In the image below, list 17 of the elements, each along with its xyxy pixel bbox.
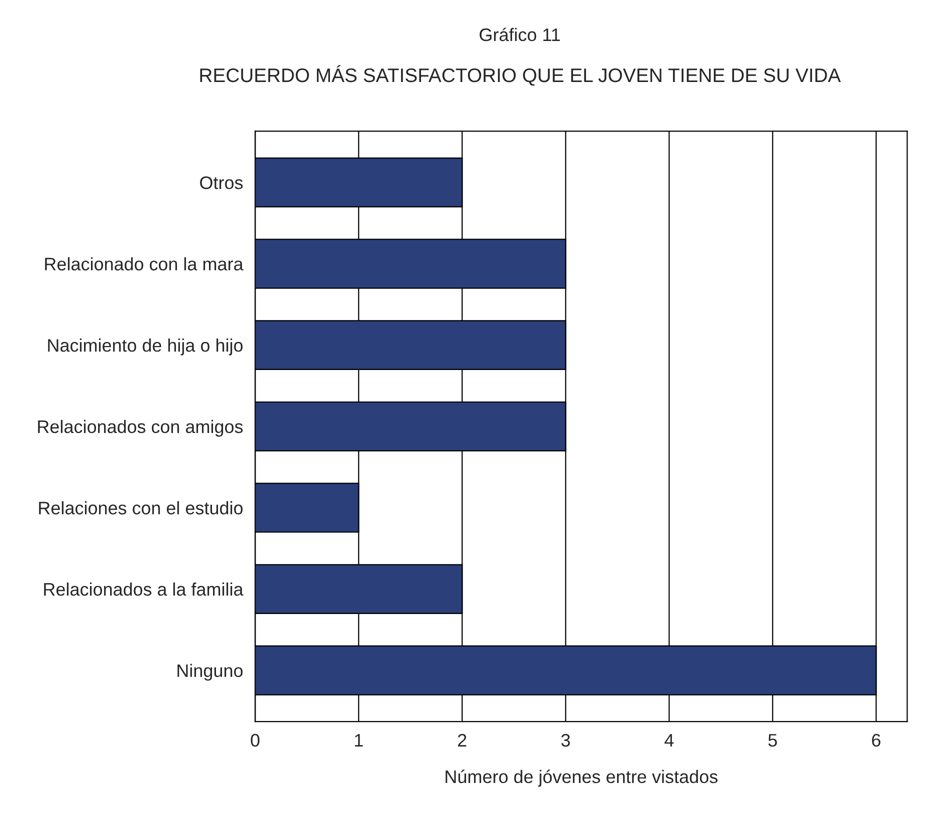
x-tick-label: 3	[561, 734, 570, 747]
chart-title: Gráfico 11	[480, 28, 560, 42]
x-axis-title: Número de jóvenes entre vistados	[446, 770, 718, 787]
x-tick-label: 1	[355, 734, 363, 746]
y-tick-label: Ninguno	[178, 664, 243, 681]
y-tick-label: Otros	[200, 176, 243, 190]
x-tick-label: 4	[664, 734, 674, 746]
x-tick-label: 5	[768, 734, 777, 747]
y-tick-label: Relacionados con amigos	[38, 420, 243, 437]
x-tick-label: 0	[250, 734, 260, 747]
x-tick-label: 2	[458, 734, 466, 746]
y-tick-label: Relacionados a la familia	[44, 582, 244, 596]
chart-subtitle: RECUERDO MÁS SATISFACTORIO QUE EL JOVEN TIENE DE SU VIDA	[200, 65, 841, 86]
y-tick-label: Relaciones con el estudio	[39, 501, 243, 514]
y-tick-label: Relacionado con la mara	[45, 257, 244, 270]
y-tick-label: Nacimiento de hija o hijo	[48, 338, 243, 356]
x-tick-label: 6	[872, 734, 880, 747]
